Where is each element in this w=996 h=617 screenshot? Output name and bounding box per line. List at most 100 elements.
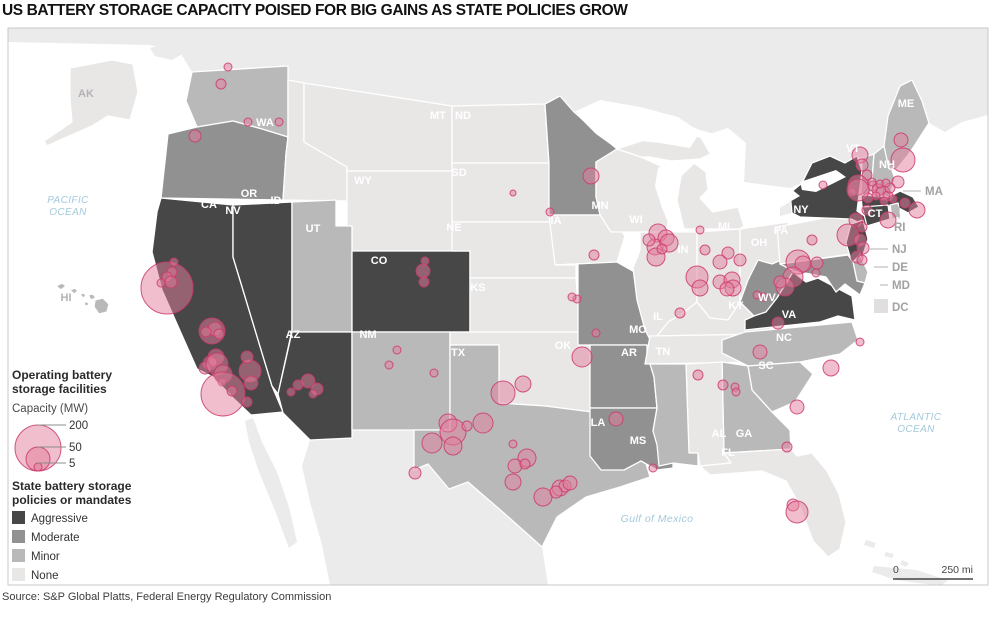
facility-bubble — [549, 485, 563, 499]
facility-bubble — [392, 345, 402, 355]
state-MI — [676, 162, 745, 230]
state-VA — [744, 271, 856, 331]
facility-bubble — [243, 117, 253, 127]
callout-label-DE: DE — [892, 262, 908, 274]
facility-bubble — [223, 62, 233, 72]
facility-bubble — [785, 500, 809, 524]
scale-bar: 0 250 mi — [893, 564, 973, 580]
state-label-IL: IL — [653, 311, 663, 323]
facility-bubble — [243, 375, 259, 391]
state-label-MS: MS — [630, 435, 647, 447]
facility-bubble — [608, 411, 624, 427]
facility-bubble — [213, 328, 225, 340]
state-label-WI: WI — [629, 214, 642, 226]
facility-bubble — [509, 189, 517, 197]
facility-bubble — [719, 281, 735, 297]
facility-bubble — [200, 371, 246, 417]
policy-legend-heading-line1: State battery storage — [12, 479, 132, 493]
state-label-AR: AR — [621, 347, 637, 359]
state-label-ID: ID — [271, 195, 282, 207]
facility-bubble — [899, 197, 911, 209]
facility-bubble — [818, 180, 828, 190]
facility-bubble — [504, 473, 522, 491]
state-label-WY: WY — [354, 175, 372, 187]
state-CO — [351, 250, 471, 333]
facility-bubble — [188, 129, 202, 143]
callout-label-MA: MA — [925, 186, 943, 198]
state-label-TX: TX — [451, 347, 466, 359]
facility-bubble — [215, 78, 227, 90]
state-label-UT: UT — [306, 223, 321, 235]
atlantic-ocean-label-line1: ATLANTIC — [890, 412, 942, 423]
facility-bubble — [759, 292, 769, 302]
facility-bubble — [691, 279, 709, 297]
state-label-KY: KY — [728, 300, 744, 312]
callout-label-RI: RI — [894, 222, 906, 234]
ocean-labels: PACIFIC OCEAN ATLANTIC OCEAN Gulf of Mex… — [47, 195, 942, 525]
state-label-PA: PA — [774, 225, 789, 237]
state-label-MO: MO — [629, 324, 647, 336]
facility-bubble — [810, 256, 824, 270]
state-label-NV: NV — [225, 205, 241, 217]
swatch-DC — [874, 299, 888, 313]
facility-bubble — [140, 261, 194, 315]
state-label-CO: CO — [371, 255, 388, 267]
scale-bar-zero: 0 — [893, 564, 899, 576]
facility-bubble — [200, 326, 212, 338]
state-ME — [883, 79, 930, 170]
facility-bubble — [855, 158, 869, 172]
lake-superior — [574, 100, 700, 149]
facility-bubble — [519, 458, 531, 470]
pacific-ocean-label-line2: OCEAN — [49, 207, 87, 218]
facility-bubble — [712, 254, 728, 270]
facility-bubble — [856, 254, 868, 266]
gulf-of-mexico-label: Gulf of Mexico — [621, 513, 694, 525]
facility-bubble — [156, 278, 166, 288]
facility-bubbles — [140, 62, 926, 524]
facility-bubble — [648, 463, 658, 473]
policy-swatch-aggressive — [12, 511, 25, 524]
facility-bubble — [692, 369, 704, 381]
facility-bubble — [789, 399, 805, 415]
facility-bubble — [384, 360, 394, 370]
facility-bubble — [733, 253, 747, 267]
state-label-AZ: AZ — [286, 329, 301, 341]
facility-bubble — [591, 328, 601, 338]
bubble-legend-subheading: Capacity (MW) — [12, 403, 88, 415]
facility-bubble — [421, 432, 443, 454]
policy-label-none: None — [31, 570, 59, 582]
bahamas — [864, 540, 909, 567]
state-label-NM: NM — [359, 329, 376, 341]
facility-bubble — [415, 263, 431, 279]
state-label-OR: OR — [241, 188, 258, 200]
state-label-IN: IN — [678, 244, 689, 256]
state-label-OK: OK — [555, 340, 572, 352]
state-label-WA: WA — [256, 117, 274, 129]
state-label-MN: MN — [591, 200, 608, 212]
lake-michigan — [655, 162, 682, 232]
callout-label-NJ: NJ — [892, 244, 907, 256]
state-label-KS: KS — [470, 282, 485, 294]
cuba — [872, 566, 948, 586]
state-NM — [351, 331, 451, 431]
state-label-TN: TN — [656, 346, 671, 358]
state-label-AL: AL — [712, 428, 727, 440]
state-label-ME: ME — [898, 98, 915, 110]
state-HI — [55, 282, 110, 315]
state-label-MT: MT — [430, 110, 446, 122]
facility-bubble — [881, 178, 891, 188]
facility-bubble — [443, 436, 463, 456]
facility-bubble — [699, 244, 711, 256]
canada-landmass — [8, 28, 988, 216]
map-frame-border — [7, 27, 989, 586]
facility-bubble — [472, 412, 494, 434]
state-callouts: MA RI NJ DE MD DC — [868, 186, 943, 314]
facility-bubble — [571, 346, 593, 368]
state-label-VA: VA — [782, 309, 797, 321]
state-OR — [160, 120, 289, 201]
facility-bubble — [490, 380, 516, 406]
facility-bubble — [562, 475, 578, 491]
facility-bubble — [300, 373, 316, 389]
facility-bubble — [811, 268, 821, 278]
